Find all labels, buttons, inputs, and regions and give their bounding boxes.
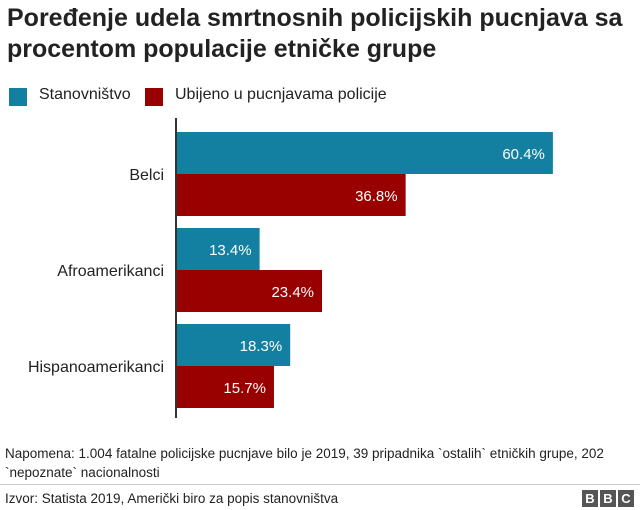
bbc-logo-letter: B [600,490,616,507]
data-label: 36.8% [355,188,398,205]
legend-swatch-killed [145,88,163,106]
legend-label-population: Stanovništvo [39,86,131,103]
category-label: Belci [129,167,164,184]
data-label: 60.4% [502,146,545,163]
bar [176,174,406,216]
bbc-logo-letter: C [618,490,634,507]
footnote: Napomena: 1.004 fatalne policijske pucnj… [5,446,604,480]
legend-label-killed: Ubijeno u pucnjavama policije [175,86,387,103]
bar [176,366,274,408]
data-label: 13.4% [209,242,252,259]
bar [176,228,260,270]
data-label: 15.7% [223,380,266,397]
data-label: 23.4% [271,284,314,301]
data-label: 18.3% [240,338,283,355]
category-label: Hispanoamerikanci [28,359,164,376]
legend-swatch-population [9,88,27,106]
chart-title: Poređenje udela smrtnosnih policijskih p… [7,4,623,63]
category-label: Afroamerikanci [57,263,164,280]
bar [176,270,323,312]
bar [176,324,291,366]
bar-chart: Belci 60.4% 36.8% Afroamerikanci 13.4% 23.4% H… [28,118,553,418]
bar [176,132,553,174]
source-text: Izvor: Statista 2019, Američki biro za p… [5,491,339,506]
footer-divider [0,484,640,485]
bbc-logo-letter: B [582,490,598,507]
